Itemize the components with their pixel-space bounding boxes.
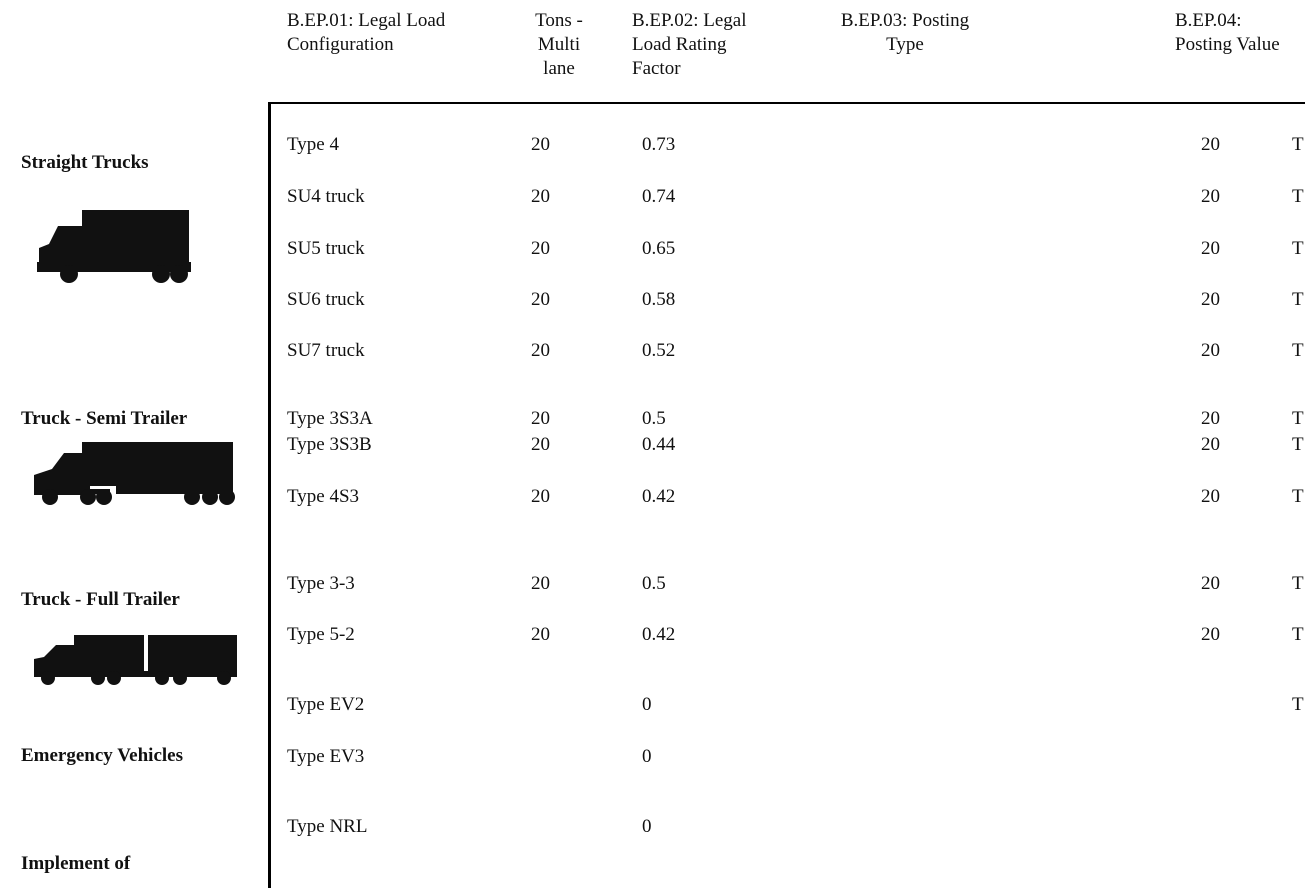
row-config: Type NRL — [287, 816, 368, 837]
row-posting-value: 20 — [1201, 408, 1220, 429]
row-posting-unit: T — [1292, 134, 1304, 155]
group-label-full-trailer: Truck - Full Trailer — [21, 589, 180, 610]
row-posting-value: 20 — [1201, 434, 1220, 455]
header-rating-line2: Load Rating — [632, 34, 727, 55]
group-label-straight-trucks: Straight Trucks — [21, 152, 149, 173]
row-posting-unit: T — [1292, 186, 1304, 207]
row-config: SU6 truck — [287, 289, 365, 310]
row-config: Type 4S3 — [287, 486, 360, 507]
row-rating: 0.52 — [642, 340, 676, 361]
row-rating: 0.44 — [642, 434, 676, 455]
row-posting-unit: T — [1292, 408, 1304, 429]
row-rating: 0.42 — [642, 624, 676, 645]
row-config: Type 3S3A — [287, 408, 373, 429]
row-rating: 0.5 — [642, 408, 666, 429]
straight-truck-icon — [37, 210, 191, 283]
row-config: Type EV2 — [287, 694, 365, 715]
row-posting-unit: T — [1292, 624, 1304, 645]
row-rating: 0.5 — [642, 573, 666, 594]
row-posting-unit: T — [1292, 573, 1304, 594]
row-config: Type 4 — [287, 134, 339, 155]
row-rating: 0 — [642, 816, 652, 837]
row-posting-value: 20 — [1201, 573, 1220, 594]
header-rating-line3: Factor — [632, 58, 681, 79]
row-rating: 0 — [642, 746, 652, 767]
row-rating: 0.58 — [642, 289, 676, 310]
header-rating: B.EP.02: Legal Load Rating Factor — [632, 9, 747, 81]
header-config: B.EP.01: Legal Load Configuration — [287, 9, 445, 57]
row-tons: 20 — [531, 624, 550, 645]
row-rating: 0 — [642, 694, 652, 715]
row-posting-value: 20 — [1201, 238, 1220, 259]
header-tons-line2: Multi — [537, 34, 581, 55]
row-config: SU4 truck — [287, 186, 365, 207]
row-posting-value: 20 — [1201, 186, 1220, 207]
row-posting-value: 20 — [1201, 340, 1220, 361]
header-tons-line1: Tons - — [535, 10, 583, 31]
row-config: Type 5-2 — [287, 624, 355, 645]
row-posting-unit: T — [1292, 486, 1304, 507]
header-config-line2: Configuration — [287, 34, 394, 55]
row-tons: 20 — [531, 573, 550, 594]
row-tons: 20 — [531, 340, 550, 361]
row-config: Type EV3 — [287, 746, 365, 767]
table-top-border — [268, 102, 1305, 104]
table-left-border — [268, 102, 271, 888]
row-config: SU5 truck — [287, 238, 365, 259]
row-config: SU7 truck — [287, 340, 365, 361]
row-config: Type 3-3 — [287, 573, 355, 594]
group-label-emergency-vehicles: Emergency Vehicles — [21, 745, 184, 766]
header-posting-value-line2: Posting Value — [1175, 34, 1280, 55]
row-tons: 20 — [531, 289, 550, 310]
row-posting-value: 20 — [1201, 289, 1220, 310]
row-tons: 20 — [531, 238, 550, 259]
row-tons: 20 — [531, 408, 550, 429]
row-rating: 0.65 — [642, 238, 676, 259]
header-posting-type: B.EP.03: Posting Type — [830, 9, 980, 57]
group-label-implement-of: Implement of — [21, 853, 131, 874]
group-label-semi-trailer: Truck - Semi Trailer — [21, 408, 188, 429]
header-tons: Tons - Multi lane — [524, 9, 594, 81]
header-posting-type-line1: B.EP.03: Posting — [840, 10, 970, 31]
row-posting-value: 20 — [1201, 624, 1220, 645]
row-tons: 20 — [531, 434, 550, 455]
row-posting-unit: T — [1292, 289, 1304, 310]
semi-trailer-truck-icon — [34, 442, 235, 505]
full-trailer-truck-icon — [34, 635, 237, 685]
row-posting-value: 20 — [1201, 486, 1220, 507]
header-tons-line3: lane — [543, 58, 575, 79]
row-rating: 0.74 — [642, 186, 676, 207]
row-tons: 20 — [531, 134, 550, 155]
header-rating-line1: B.EP.02: Legal — [632, 10, 747, 31]
header-config-line1: B.EP.01: Legal Load — [287, 10, 446, 31]
row-rating: 0.73 — [642, 134, 676, 155]
row-rating: 0.42 — [642, 486, 676, 507]
row-posting-unit: T — [1292, 238, 1304, 259]
row-posting-unit: T — [1292, 694, 1304, 715]
row-tons: 20 — [531, 486, 550, 507]
row-posting-unit: T — [1292, 340, 1304, 361]
row-config: Type 3S3B — [287, 434, 372, 455]
header-posting-value-line1: B.EP.04: — [1175, 10, 1242, 31]
row-posting-unit: T — [1292, 434, 1304, 455]
row-posting-value: 20 — [1201, 134, 1220, 155]
header-posting-value: B.EP.04: Posting Value — [1175, 9, 1280, 57]
row-tons: 20 — [531, 186, 550, 207]
header-posting-type-line2: Type — [886, 34, 924, 55]
